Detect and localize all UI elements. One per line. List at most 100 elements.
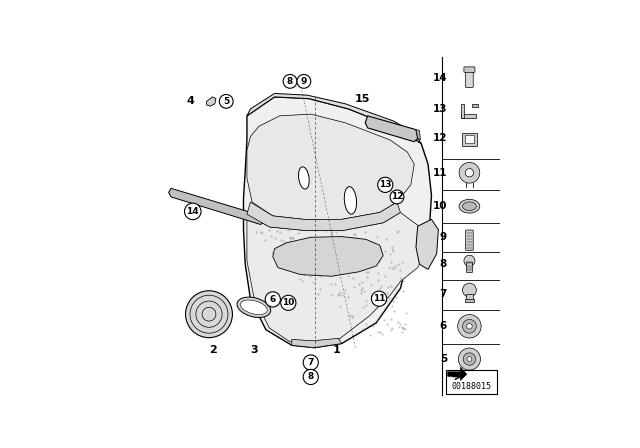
Ellipse shape: [237, 297, 271, 318]
Point: [380, 316, 390, 323]
Point: [328, 238, 339, 245]
Point: [376, 282, 387, 289]
Point: [374, 328, 385, 335]
Circle shape: [265, 292, 280, 307]
FancyBboxPatch shape: [466, 230, 473, 250]
Point: [398, 287, 408, 294]
Circle shape: [378, 177, 393, 193]
Point: [364, 244, 374, 251]
Point: [337, 291, 347, 298]
Point: [305, 243, 315, 250]
Point: [300, 244, 310, 251]
Point: [283, 227, 293, 234]
Point: [371, 305, 381, 312]
Point: [395, 274, 405, 281]
Point: [377, 330, 387, 337]
Polygon shape: [207, 97, 216, 106]
Bar: [462, 133, 477, 146]
Point: [386, 327, 396, 334]
Polygon shape: [247, 202, 401, 230]
Bar: [472, 104, 479, 107]
FancyBboxPatch shape: [467, 262, 472, 272]
Point: [345, 312, 355, 319]
Circle shape: [464, 255, 475, 266]
Point: [401, 310, 411, 317]
Point: [385, 250, 396, 257]
Point: [383, 264, 394, 271]
Point: [361, 302, 371, 309]
Point: [300, 256, 310, 263]
Point: [372, 301, 383, 308]
Point: [326, 292, 336, 299]
Point: [351, 233, 361, 241]
Point: [361, 320, 371, 327]
Point: [397, 259, 408, 266]
Point: [394, 324, 404, 331]
Point: [363, 268, 373, 275]
FancyBboxPatch shape: [464, 67, 475, 73]
Point: [341, 263, 351, 270]
Point: [276, 236, 287, 243]
Point: [349, 230, 360, 237]
Text: 5: 5: [223, 97, 229, 106]
Point: [275, 228, 285, 235]
Point: [287, 235, 298, 242]
Point: [307, 259, 317, 266]
Text: 6: 6: [440, 321, 447, 331]
Text: 12: 12: [433, 133, 447, 143]
Point: [385, 282, 396, 289]
Circle shape: [463, 283, 476, 297]
Circle shape: [303, 355, 318, 370]
Text: 9: 9: [301, 77, 307, 86]
Point: [333, 292, 344, 299]
Ellipse shape: [298, 167, 309, 189]
Text: 14: 14: [186, 207, 199, 216]
Point: [396, 266, 406, 273]
Point: [382, 297, 392, 305]
Point: [347, 263, 357, 271]
Point: [343, 272, 353, 280]
Text: 1: 1: [333, 345, 340, 355]
Text: 7: 7: [308, 358, 314, 367]
Polygon shape: [416, 220, 438, 269]
Point: [355, 281, 365, 288]
Point: [388, 298, 399, 305]
Circle shape: [390, 190, 404, 204]
Text: 6: 6: [269, 295, 276, 304]
Text: 3: 3: [250, 345, 258, 355]
Point: [367, 295, 378, 302]
Ellipse shape: [344, 187, 356, 214]
Text: 11: 11: [433, 168, 447, 178]
Circle shape: [467, 357, 472, 362]
Point: [398, 324, 408, 331]
Point: [298, 252, 308, 259]
Point: [256, 228, 266, 236]
Circle shape: [463, 353, 476, 365]
Point: [382, 289, 392, 297]
Point: [373, 328, 383, 336]
Point: [366, 281, 376, 289]
Point: [375, 313, 385, 320]
Point: [397, 323, 407, 331]
Point: [307, 240, 317, 247]
Point: [295, 260, 305, 267]
Point: [397, 324, 408, 332]
Point: [368, 238, 378, 246]
Point: [294, 243, 304, 250]
Circle shape: [186, 291, 232, 338]
Point: [307, 279, 317, 286]
Point: [357, 285, 367, 292]
Polygon shape: [416, 129, 420, 140]
Point: [272, 227, 282, 234]
Polygon shape: [448, 367, 467, 380]
Point: [387, 302, 397, 310]
Point: [348, 314, 358, 321]
Text: 12: 12: [391, 193, 403, 202]
Polygon shape: [247, 114, 414, 220]
Circle shape: [184, 203, 201, 220]
Point: [276, 250, 287, 257]
Point: [328, 266, 339, 273]
Point: [324, 233, 335, 240]
Circle shape: [371, 291, 387, 306]
Point: [305, 273, 315, 280]
